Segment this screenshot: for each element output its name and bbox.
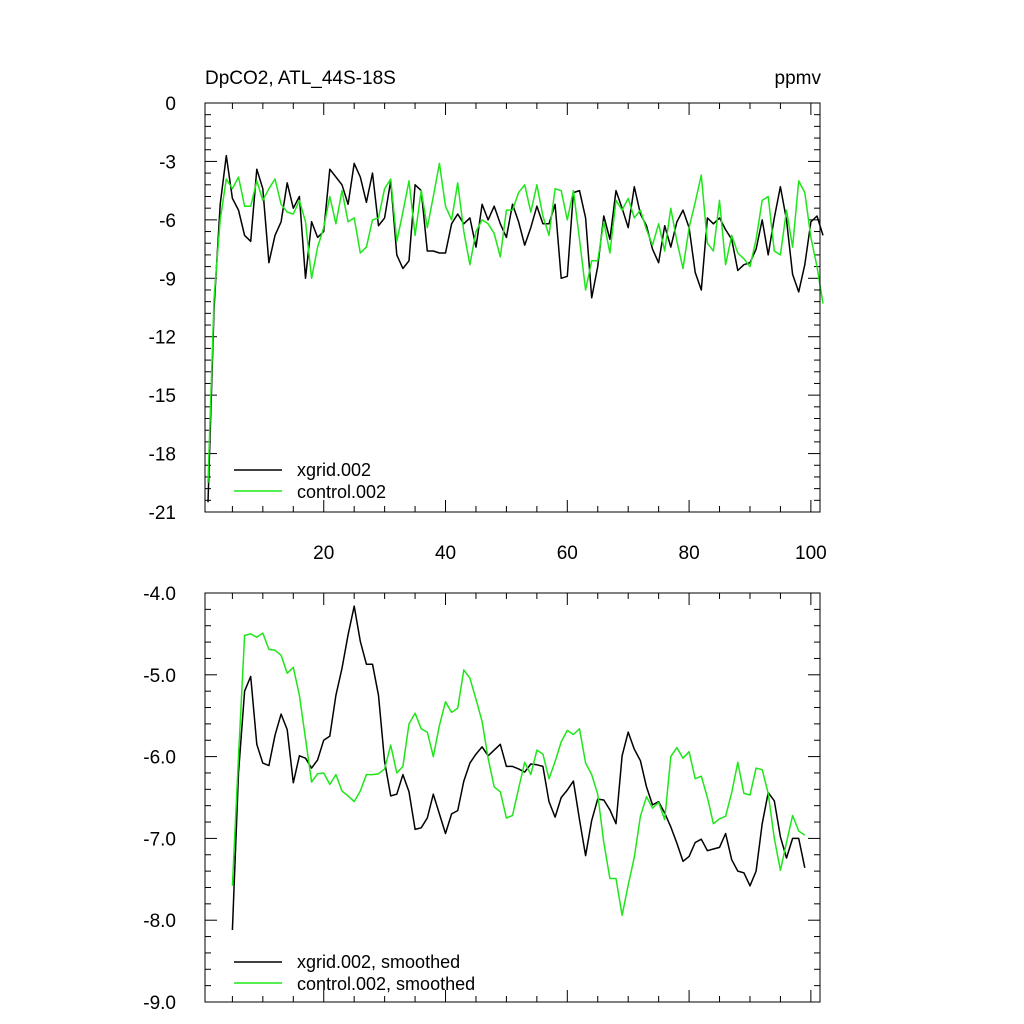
bottom-chart-panel: -4.0 -5.0 -6.0 -7.0 -8.0 -9.0 xgrid.002, smoo… bbox=[143, 584, 821, 1014]
y-tick-label: -9 bbox=[159, 269, 176, 290]
y-tick-label: 0 bbox=[165, 94, 176, 115]
bottom-chart-legend: xgrid.002, smoothed control.002, smoothe… bbox=[234, 952, 475, 994]
series-line-xgrid-002 bbox=[207, 154, 824, 503]
y-tick-label: -9.0 bbox=[143, 993, 176, 1014]
legend-label-control-smoothed: control.002, smoothed bbox=[297, 974, 475, 994]
chart-title: DpCO2, ATL_44S-18S bbox=[205, 68, 396, 89]
top-chart-ticks: 20 40 60 80 100 0 -3 -6 -9 -12 -15 -18 -21 bbox=[149, 94, 827, 564]
legend-label-xgrid: xgrid.002 bbox=[297, 460, 371, 480]
top-chart-legend: xgrid.002 control.002 bbox=[234, 460, 386, 502]
top-chart-frame bbox=[204, 102, 821, 513]
y-tick-label: -21 bbox=[149, 503, 176, 524]
y-tick-label: -8.0 bbox=[143, 911, 176, 932]
x-tick-label: 20 bbox=[313, 543, 334, 564]
bottom-chart-series bbox=[231, 605, 806, 931]
y-tick-label: -4.0 bbox=[143, 584, 176, 605]
series-line-control-002-smoothed bbox=[231, 632, 806, 917]
top-chart-panel: DpCO2, ATL_44S-18S ppmv 20 40 60 80 100 0 -3 -6… bbox=[149, 68, 827, 564]
series-line-control-002 bbox=[207, 162, 824, 483]
y-tick-label: -3 bbox=[159, 152, 176, 173]
y-tick-label: -6 bbox=[159, 211, 176, 232]
legend-label-control: control.002 bbox=[297, 482, 386, 502]
units-label: ppmv bbox=[775, 68, 822, 89]
y-tick-label: -12 bbox=[149, 328, 176, 349]
y-tick-label: -18 bbox=[149, 445, 176, 466]
x-tick-label: 40 bbox=[435, 543, 456, 564]
bottom-chart-frame bbox=[204, 592, 821, 1003]
x-tick-label: 80 bbox=[679, 543, 700, 564]
series-line-xgrid-002-smoothed bbox=[231, 605, 806, 931]
y-tick-label: -6.0 bbox=[143, 748, 176, 769]
y-tick-label: -15 bbox=[149, 386, 176, 407]
y-tick-label: -7.0 bbox=[143, 829, 176, 850]
x-tick-label: 100 bbox=[795, 543, 827, 564]
x-tick-label: 60 bbox=[557, 543, 578, 564]
legend-label-xgrid-smoothed: xgrid.002, smoothed bbox=[297, 952, 460, 972]
y-tick-label: -5.0 bbox=[143, 666, 176, 687]
top-chart-series bbox=[207, 154, 824, 503]
